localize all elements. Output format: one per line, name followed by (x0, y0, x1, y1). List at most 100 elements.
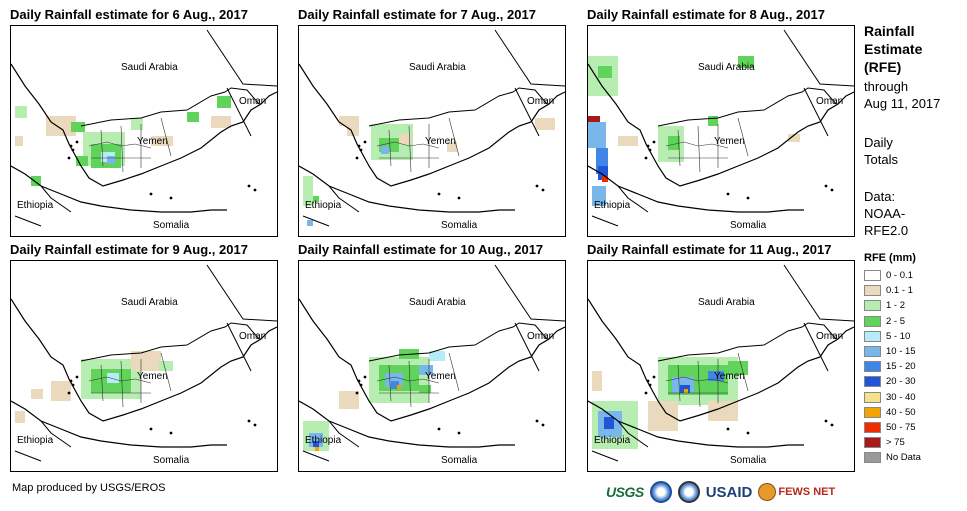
label-oman: Oman (239, 331, 267, 342)
legend-label: 50 - 75 (886, 421, 916, 433)
island-marker (169, 196, 173, 200)
rainfall-cell (107, 156, 115, 164)
island-marker (359, 383, 363, 387)
rainfall-cell (419, 385, 431, 393)
legend-swatch (864, 346, 881, 358)
map-credit: Map produced by USGS/EROS (12, 482, 166, 494)
map-title: Daily Rainfall estimate for 9 Aug., 2017 (10, 242, 248, 257)
legend-item: No Data (864, 450, 964, 465)
island-marker (457, 431, 461, 435)
globe-icon (758, 483, 777, 501)
island-marker (457, 196, 461, 200)
rainfall-cell (708, 371, 724, 381)
rainfall-cell (598, 66, 612, 78)
island-marker (355, 391, 359, 395)
legend-item: 40 - 50 (864, 405, 964, 420)
noaa-logo-icon (649, 481, 672, 503)
daily-totals: Daily Totals (864, 134, 898, 168)
governorate-borders (88, 352, 172, 408)
island-marker (726, 192, 730, 196)
rainfall-cell (15, 411, 25, 423)
rainfall-map-panel: Daily Rainfall estimate for 7 Aug., 2017… (298, 7, 566, 237)
legend-item: 0.1 - 1 (864, 283, 964, 298)
legend-item: 15 - 20 (864, 359, 964, 374)
rainfall-cell (71, 122, 85, 132)
label-oman: Oman (816, 331, 844, 342)
label-yemen: Yemen (425, 371, 456, 382)
map-frame: Saudi Arabia Oman Yemen Ethiopia Somalia (10, 260, 278, 472)
rainfall-cell (602, 176, 608, 182)
legend-heading: Rainfall Estimate (RFE) (864, 22, 922, 76)
label-ethiopia: Ethiopia (305, 435, 342, 446)
rainfall-map-panel: Daily Rainfall estimate for 11 Aug., 201… (587, 242, 855, 472)
legend-label: > 75 (886, 437, 905, 449)
rainfall-map-panel: Daily Rainfall estimate for 10 Aug., 201… (298, 242, 566, 472)
label-yemen: Yemen (137, 371, 168, 382)
map-frame: Saudi Arabia Oman Yemen Ethiopia Somalia (10, 25, 278, 237)
island-marker (69, 144, 73, 148)
island-marker (652, 375, 656, 379)
arabian-coastline (11, 298, 277, 422)
island-marker (247, 184, 251, 188)
island-marker (541, 188, 545, 192)
map-frame: Saudi Arabia Oman Yemen Ethiopia Somalia (298, 25, 566, 237)
island-marker (541, 423, 545, 427)
rainfall-cell (339, 391, 359, 409)
label-somalia: Somalia (441, 455, 478, 466)
rainfall-cell (15, 106, 27, 118)
rainfall-cell (159, 361, 173, 371)
rainfall-cell (347, 126, 359, 136)
legend-swatch (864, 285, 881, 297)
rainfall-cell (592, 371, 602, 391)
island-marker (746, 431, 750, 435)
label-ethiopia: Ethiopia (17, 435, 54, 446)
legend-swatch (864, 330, 881, 342)
rainfall-cell (788, 134, 800, 142)
legend-swatch (864, 361, 881, 373)
map-canvas (299, 29, 565, 227)
heading-line-3: (RFE) (864, 59, 902, 75)
island-marker (357, 379, 361, 383)
island-marker (169, 431, 173, 435)
island-marker (355, 156, 359, 160)
island-marker (363, 140, 367, 144)
label-oman: Oman (527, 96, 555, 107)
island-marker (149, 192, 153, 196)
governorate-borders (376, 352, 460, 408)
legend-label: 20 - 30 (886, 376, 916, 388)
island-marker (71, 148, 75, 152)
rainfall-cell (592, 186, 606, 206)
legend-swatch (864, 315, 881, 327)
legend-item: 30 - 40 (864, 390, 964, 405)
legend-swatch (864, 421, 881, 433)
island-marker (644, 156, 648, 160)
arabian-coastline (588, 298, 854, 422)
label-saudi-arabia: Saudi Arabia (121, 62, 178, 73)
usaid-logo: USAID (705, 483, 753, 501)
map-canvas (588, 29, 854, 227)
label-yemen: Yemen (714, 136, 745, 147)
legend-label: 1 - 2 (886, 300, 906, 312)
legend-item: 1 - 2 (864, 298, 964, 313)
rainfall-cell (588, 122, 606, 148)
island-marker (437, 427, 441, 431)
country-borders (591, 29, 854, 227)
map-canvas (11, 264, 277, 462)
label-somalia: Somalia (730, 220, 767, 231)
label-saudi-arabia: Saudi Arabia (409, 62, 466, 73)
rainfall-cell (15, 136, 23, 146)
island-marker (830, 188, 834, 192)
island-marker (71, 383, 75, 387)
legend-label: 0.1 - 1 (886, 285, 913, 297)
legend-item: 0 - 0.1 (864, 268, 964, 283)
island-marker (67, 156, 71, 160)
legend-item: 5 - 10 (864, 329, 964, 344)
legend-swatch (864, 452, 881, 464)
horn-of-africa-coastline (11, 165, 227, 213)
island-marker (69, 379, 73, 383)
island-marker (357, 144, 361, 148)
daily-label: Daily (864, 135, 893, 150)
rainfall-cell (429, 351, 445, 361)
island-marker (652, 140, 656, 144)
fews-net-logo: FEWS NET (758, 483, 835, 501)
